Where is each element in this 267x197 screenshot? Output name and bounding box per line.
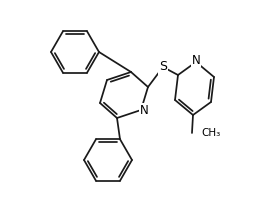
Text: N: N bbox=[192, 54, 200, 67]
Text: CH₃: CH₃ bbox=[201, 128, 220, 138]
Text: S: S bbox=[159, 60, 167, 73]
Text: N: N bbox=[140, 103, 148, 116]
